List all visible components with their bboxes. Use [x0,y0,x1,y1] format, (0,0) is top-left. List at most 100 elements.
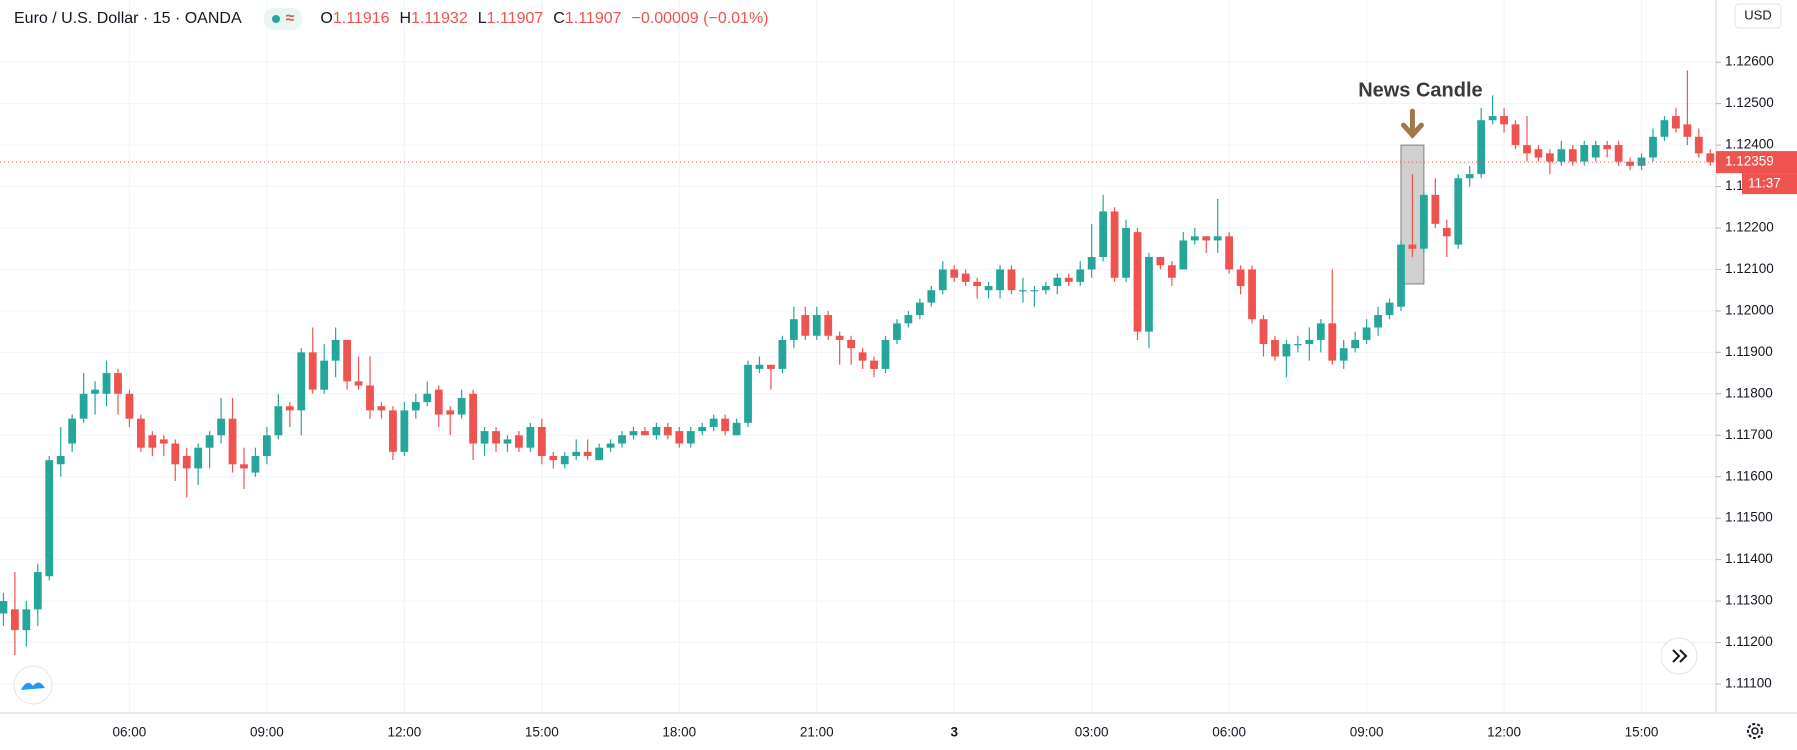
candle-body [1626,161,1634,166]
candle-body [755,364,764,369]
candle-body [1087,257,1096,270]
x-tick-label: 3 [950,725,958,740]
countdown-label: 11:37 [1748,176,1781,191]
candle-body [228,418,237,465]
candle-body [389,410,397,452]
candle-body [870,360,878,369]
candle-body [1271,339,1279,357]
candle-body [904,315,913,324]
candle-body [492,431,500,444]
candle-body [767,364,775,369]
scroll-right-button[interactable] [1660,637,1698,675]
candle-body [1145,257,1153,332]
y-tick-label: 1.12500 [1725,95,1774,110]
candle-body [1202,236,1211,241]
y-tick-label: 1.11900 [1725,344,1773,359]
candle-body [45,460,54,577]
logo-circle [13,665,53,705]
candle-body [812,315,821,336]
candle-body [114,373,122,394]
candle-body [1213,236,1222,241]
candle-body [973,281,982,287]
candle-body [1305,339,1314,345]
candle-body [938,269,947,291]
candle-body [423,393,432,403]
candle-body [1523,145,1531,154]
candle-body [744,364,752,423]
candle-body [1362,327,1371,340]
change-value: −0.00009 (−0.01%) [631,10,769,27]
gear-center [1751,727,1759,735]
grid [0,0,1716,713]
candle-body [915,302,924,316]
legend-header: Euro / U.S. Dollar · 15 · OANDA ≈ O1.119… [14,8,769,30]
candle-body [1190,236,1199,241]
candle-body [835,335,844,340]
candle-body [789,319,798,340]
ohlc-key: O [320,10,333,27]
candle-body [457,397,466,415]
ohlc-value: 1.11916 [332,10,390,27]
candle-body [1374,315,1382,328]
y-tick-label: 1.12200 [1725,220,1774,235]
candle-body [1408,244,1417,249]
x-tick-label: 09:00 [250,725,284,740]
currency-button[interactable] [1734,3,1782,29]
candle-body [824,315,833,336]
candle-body [1351,339,1360,349]
candle-body [560,455,569,465]
candle-body [263,435,271,456]
candle-body [274,406,283,436]
candle-body [1614,145,1623,162]
candle-body [686,431,695,444]
candle-body [950,269,959,278]
y-tick-label: 1.11400 [1725,551,1773,566]
candle-body [1637,157,1646,166]
y-tick-label: 1.11300 [1725,593,1773,608]
y-tick-label: 1.11600 [1725,468,1773,483]
candle-body [1649,136,1657,158]
plot-area [0,70,1716,655]
candle-body [1465,174,1474,179]
candle-body [1064,277,1073,282]
candle-body [537,426,546,456]
candle-body [240,464,248,469]
candle-body [1557,149,1566,162]
candle-body [434,389,443,415]
ohlc-value: 1.11907 [564,10,622,27]
candle-body [125,393,134,419]
candle-body [1580,145,1589,162]
scroll-icon [1672,649,1688,663]
currency-label: USD [1744,7,1771,22]
candle-body [68,418,77,444]
y-tick-label: 1.12100 [1725,261,1774,276]
x-tick-label: 03:00 [1075,725,1109,740]
candle-body [1603,145,1612,150]
settings-button[interactable] [1747,723,1763,739]
candle-body [194,447,203,469]
symbol-title: Euro / U.S. Dollar · 15 · OANDA [14,10,242,27]
indicator-toggles[interactable]: ≈ [263,8,303,30]
candle-body [1030,290,1039,292]
candle-body [526,426,535,448]
candle-body [1454,178,1463,245]
candle-body [1099,211,1108,258]
candle-body [285,406,294,411]
candle-body [1259,319,1268,345]
candle-body [1500,116,1508,125]
candle-body [10,609,19,631]
candle-body [1282,344,1291,357]
countdown-tag [1742,173,1797,195]
logo-button[interactable] [13,665,53,705]
candle-body [137,418,145,448]
candle-body [1248,269,1256,320]
y-tick-label: 1.11700 [1725,427,1773,442]
candle-body [1225,236,1234,270]
candle-body [1694,136,1703,154]
candle-body [159,439,168,444]
candle-body [1488,116,1497,121]
candle-body [217,418,225,436]
ohlc-value: 1.11932 [411,10,468,27]
y-tick-label: 1.12000 [1725,302,1774,317]
